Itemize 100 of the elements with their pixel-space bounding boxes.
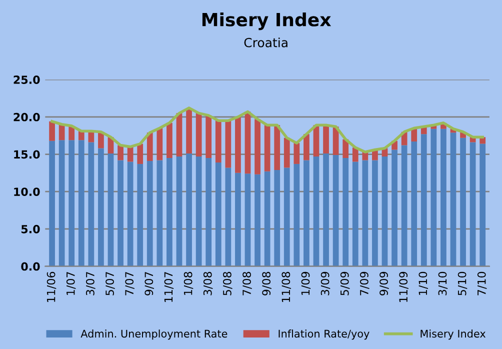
bar [235,116,241,173]
y-tick-label: 25.0 [14,76,40,84]
bar [215,120,222,162]
bar [411,142,418,266]
bar [420,134,427,266]
legend-label: Admin. Unemployment Rate [80,330,228,340]
bar [352,162,358,266]
bar [127,162,134,266]
bar [392,150,398,266]
y-tick-label: 20.0 [14,112,40,122]
bar [332,126,339,156]
x-tick-label: 9/08 [262,272,272,296]
bar [215,162,222,266]
x-tick-label: 11/08 [282,272,291,302]
bar [430,128,437,266]
x-tick-label: 7/08 [242,272,252,296]
legend-label: Misery Index [420,330,486,340]
bar [146,160,153,266]
bar [332,155,339,266]
bar [372,160,378,266]
bar [323,125,329,154]
bar [206,158,212,266]
bar [49,140,55,266]
bar [225,168,232,266]
bar [146,132,153,161]
bar [156,160,163,266]
chart-subtitle: Croatia [244,38,288,48]
bar [137,144,144,164]
x-tick-label: 5/10 [458,272,468,296]
bar [108,154,114,266]
y-tick-label: 15.0 [14,150,40,159]
bar [460,138,466,266]
x-tick-label: 3/10 [438,272,448,296]
x-tick-label: 1/09 [301,272,311,295]
bar [156,128,163,160]
bar [196,113,202,156]
bar [68,140,75,266]
bar [98,148,104,266]
x-tick-label: 11/06 [46,272,56,302]
bar [127,146,134,162]
y-tick-label: 10.0 [14,188,40,196]
x-tick-label: 5/09 [340,272,350,296]
x-tick-label: 1/07 [66,272,76,295]
bar [118,160,124,266]
bar [186,108,192,154]
bar [166,122,172,158]
bar [450,132,456,266]
bar [58,124,65,140]
bar [235,172,241,266]
bar [244,112,251,174]
bar [264,125,270,172]
bar [166,158,172,266]
bar [118,145,124,160]
bar [58,140,65,266]
bar [264,171,270,266]
bar [294,143,300,164]
y-tick-label: 0.0 [21,262,40,271]
x-tick-label: 5/07 [106,272,115,296]
chart-title: Misery Index [202,12,332,30]
x-tick-label: 1/08 [184,272,194,295]
bar [480,144,486,266]
bar [342,139,349,158]
bar [49,121,55,141]
bar [78,140,84,266]
bar [284,168,290,266]
bar [440,128,446,266]
x-tick-label: 11/07 [164,272,174,302]
bar [284,138,290,168]
bar [176,156,182,266]
x-tick-label: 9/07 [144,272,154,296]
line-series [50,106,484,154]
bar [225,120,232,168]
bar [274,125,280,170]
x-tick-label: 3/09 [320,272,330,296]
bar [313,156,320,266]
x-tick-label: 1/10 [418,272,428,295]
bar [304,134,310,160]
bar [323,154,329,266]
x-tick-label: 3/07 [86,272,96,296]
bar [294,164,300,266]
bar [401,145,408,266]
bar [244,174,251,266]
bar [196,156,202,266]
bar [342,158,349,266]
y-tick-label: 5.0 [21,224,40,234]
bar [137,164,144,266]
x-tick-label: 9/09 [380,272,389,296]
bar [274,170,280,266]
x-tick-label: 5/08 [222,272,232,296]
bar [362,160,368,266]
bar [254,119,260,174]
bar [206,115,212,158]
x-tick-label: 7/09 [360,272,370,296]
legend-label: Inflation Rate/yoy [278,330,370,340]
x-tick-label: 7/07 [125,272,134,296]
bar [470,142,476,266]
bar [186,154,192,266]
x-tick-label: 3/08 [203,272,213,296]
bar [88,142,94,266]
bar [382,156,388,266]
